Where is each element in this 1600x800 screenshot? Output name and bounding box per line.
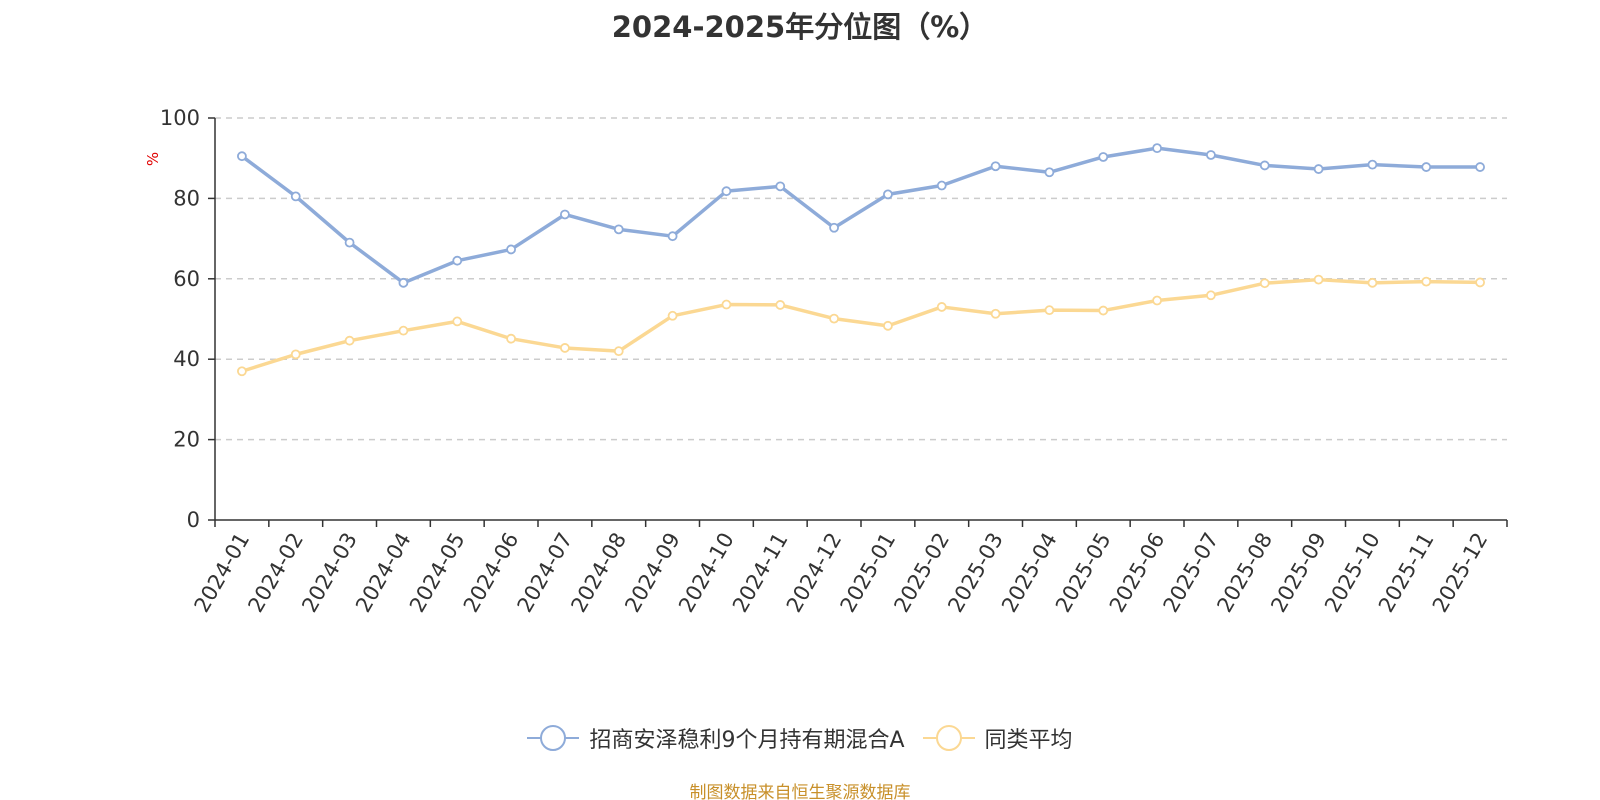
series-0-point-2024-04 [398,277,409,288]
series-1-point-2025-07 [1206,290,1216,301]
series-1-point-2025-06 [1152,295,1162,306]
series-1-point-2024-05 [452,316,463,327]
y-tick-label-60: 60 [173,267,200,291]
y-tick-label-100: 100 [160,106,200,130]
series-0-point-2024-05 [452,255,463,266]
series-0-point-2024-09 [667,231,678,242]
series-0-point-2025-06 [1152,143,1162,154]
chart-legend: 招商安泽稳利9个月持有期混合A 同类平均 [0,722,1600,754]
y-axis-label: % [144,152,162,166]
y-tick-label-40: 40 [173,347,200,371]
series-line-1 [240,277,1482,374]
series-0-point-2025-04 [1044,167,1055,178]
series-1-point-2025-03 [990,308,1001,319]
series-0-point-2024-12 [829,222,839,233]
series-1-point-2025-09 [1313,274,1324,285]
series-1-point-2025-05 [1098,305,1109,316]
series-0-point-2025-01 [883,189,893,200]
legend-item-category-average[interactable]: 同类平均 [922,722,1073,754]
series-1-point-2024-02 [290,349,301,360]
series-0-point-2025-03 [990,161,1001,172]
chart-title: 2024-2025年分位图（%） [611,10,989,44]
series-1-point-2024-11 [775,300,786,310]
series-1-point-2024-07 [560,343,570,353]
series-1-point-2024-04 [398,325,409,336]
legend-label-fund: 招商安泽稳利9个月持有期混合A [589,728,905,753]
series-0-point-2025-11 [1421,162,1432,172]
series-0-point-2025-05 [1098,152,1109,162]
y-tick-label-20: 20 [173,428,200,452]
series-1-point-2024-01 [237,366,247,377]
series-1-point-2025-11 [1421,276,1432,287]
series-0-point-2024-02 [290,191,301,202]
series-0-point-2024-06 [506,244,516,255]
legend-item-fund[interactable]: 招商安泽稳利9个月持有期混合A [527,722,905,754]
y-tick-label-0: 0 [187,508,200,532]
legend-swatch-fund [527,724,580,752]
series-0-point-2024-01 [237,151,247,162]
series-1-point-2025-01 [883,320,893,331]
data-source-note: 制图数据来自恒生聚源数据库 [689,783,911,800]
series-line-0 [240,146,1482,285]
series-0-point-2025-10 [1367,159,1378,170]
series-0-point-2025-07 [1206,150,1216,160]
series-0-point-2025-12 [1475,162,1485,172]
legend-swatch-category-average [922,724,975,752]
series-0-point-2024-03 [344,237,355,248]
series-1-point-2024-08 [613,346,624,357]
series-0-point-2025-02 [936,180,947,191]
series-1-point-2024-09 [667,310,678,321]
y-tick-label-80: 80 [173,186,200,210]
series-0-point-2025-08 [1259,160,1270,171]
series-0-point-2024-08 [613,224,624,235]
series-1-point-2025-02 [936,302,947,312]
series-1-point-2024-03 [344,335,355,346]
series-0-point-2024-11 [775,181,786,192]
series-1-point-2024-12 [829,313,839,324]
series-1-point-2024-10 [721,299,732,310]
series-1-point-2025-10 [1367,277,1378,288]
series-1-point-2025-04 [1044,305,1055,316]
series-0-point-2025-09 [1313,164,1324,174]
series-1-point-2025-08 [1259,278,1270,289]
series-0-point-2024-10 [721,186,732,197]
line-chart: 020406080100%2024-012024-022024-032024-0… [144,106,1508,616]
series-0-point-2024-07 [560,209,570,220]
series-1-point-2025-12 [1475,277,1485,288]
series-1-point-2024-06 [506,333,516,344]
legend-label-category-average: 同类平均 [984,728,1073,753]
